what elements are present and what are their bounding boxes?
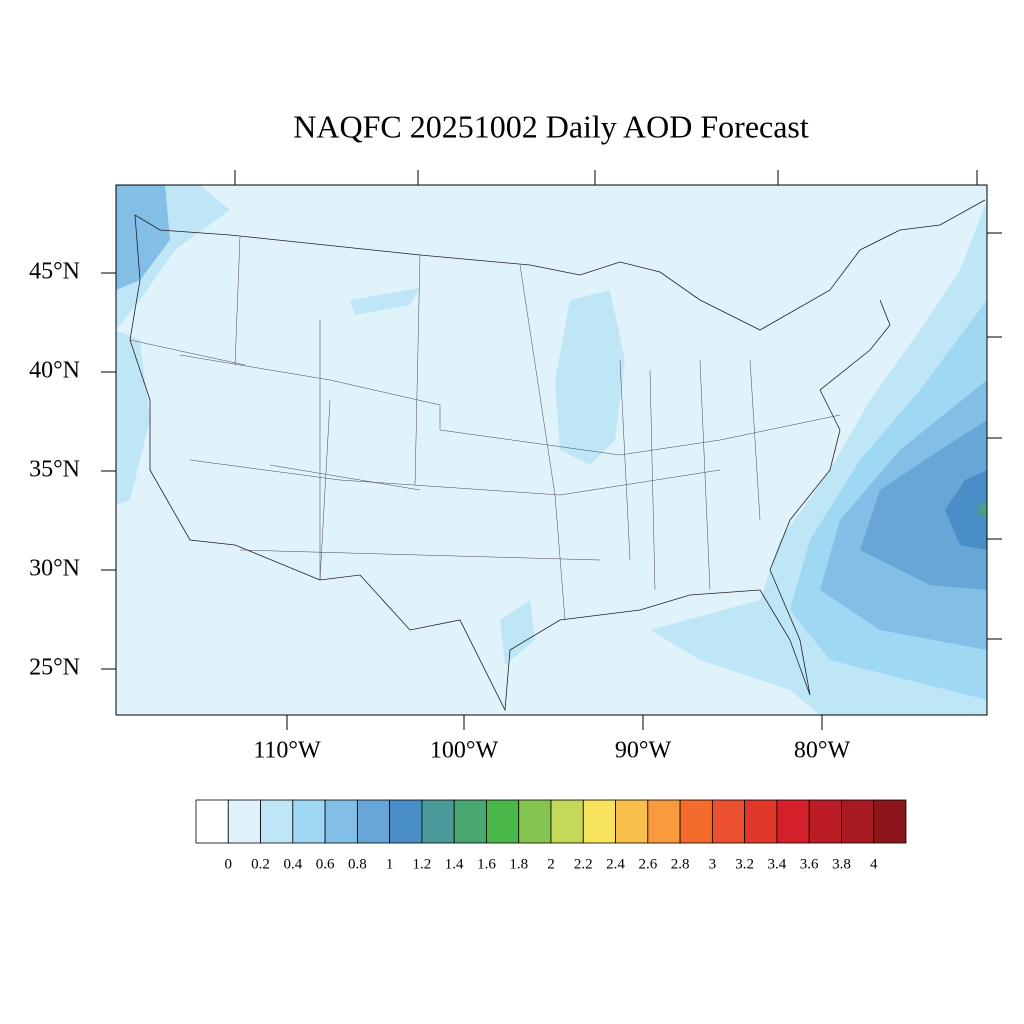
lat-label: 35°N — [29, 457, 80, 483]
colorbar-box — [647, 799, 681, 844]
lon-label: 80°W — [794, 738, 851, 764]
lon-label: 90°W — [615, 738, 672, 764]
colorbar-label: 0.4 — [283, 856, 302, 872]
colorbar-label: 1.8 — [509, 856, 528, 872]
colorbar-box — [808, 799, 842, 844]
lat-label: 40°N — [29, 358, 80, 384]
colorbar-box — [292, 799, 326, 844]
colorbar-label: 3 — [709, 856, 717, 872]
lat-label: 30°N — [29, 556, 80, 582]
colorbar-box — [486, 799, 520, 844]
colorbar-label: 4 — [870, 856, 878, 872]
colorbar-box — [195, 799, 229, 844]
colorbar-label: 3.6 — [800, 856, 819, 872]
colorbar-box — [421, 799, 455, 844]
colorbar-box — [776, 799, 810, 844]
colorbar-box — [356, 799, 391, 844]
colorbar-label: 3.4 — [768, 856, 787, 872]
lat-label: 45°N — [29, 259, 80, 285]
title: NAQFC 20251002 Daily AOD Forecast — [293, 108, 809, 144]
colorbar-box — [260, 799, 294, 844]
colorbar-label: 1.2 — [413, 856, 432, 872]
colorbar-box — [615, 799, 649, 844]
colorbar-label: 2.2 — [574, 856, 593, 872]
colorbar-box — [550, 799, 584, 844]
colorbar-box — [582, 799, 616, 844]
colorbar-box — [453, 799, 487, 844]
colorbar-label: 2.6 — [638, 856, 657, 872]
colorbar-box — [324, 799, 358, 844]
colorbar-label: 3.8 — [832, 856, 851, 872]
colorbar-box — [518, 799, 552, 844]
map-frame — [115, 184, 988, 716]
colorbar-label: 0 — [225, 856, 233, 872]
colorbar-box — [711, 799, 746, 844]
lon-label: 110°W — [253, 738, 321, 764]
colorbar-box — [744, 799, 778, 844]
colorbar-box — [873, 799, 907, 844]
colorbar-label: 1 — [386, 856, 394, 872]
ticks — [101, 170, 1002, 730]
colorbar-box — [679, 799, 713, 844]
colorbar-label: 2.4 — [606, 856, 625, 872]
colorbar-label: 0.6 — [316, 856, 335, 872]
colorbar-label: 2.8 — [671, 856, 690, 872]
colorbar-label: 3.2 — [735, 856, 754, 872]
map-field — [116, 185, 987, 715]
colorbar-box — [841, 799, 875, 844]
colorbar-label: 2 — [547, 856, 555, 872]
lon-label: 100°W — [430, 738, 499, 764]
lat-label: 25°N — [29, 655, 80, 681]
colorbar-label: 1.6 — [477, 856, 496, 872]
colorbar-label: 1.4 — [445, 856, 464, 872]
colorbar-label: 0.8 — [348, 856, 367, 872]
colorbar-box — [389, 799, 423, 844]
colorbar-box — [227, 799, 261, 844]
colorbar-label: 0.2 — [251, 856, 270, 872]
